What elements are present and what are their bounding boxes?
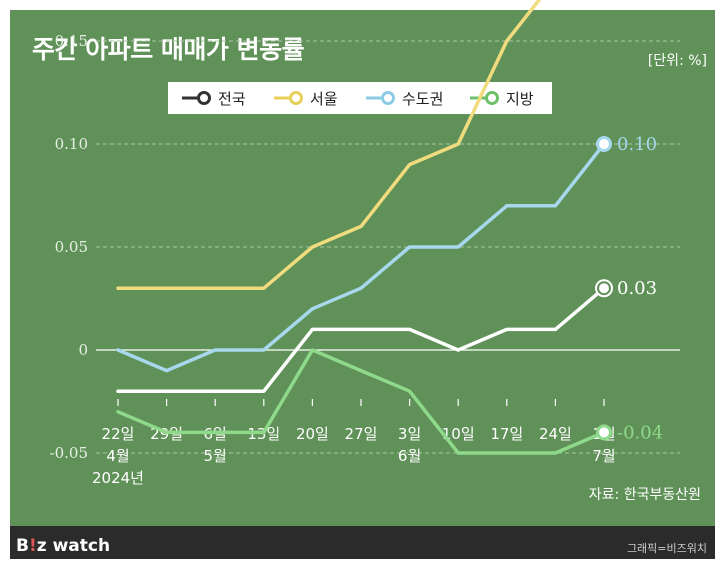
series-line-3: [116, 348, 606, 455]
end-point-marker-2: [596, 136, 612, 152]
x-tick-label: 24일: [539, 425, 572, 443]
legend-item-nation: 전국: [180, 82, 246, 114]
end-value-label-0: 0.03: [617, 278, 657, 299]
legend-item-seoul: 서울: [272, 82, 338, 114]
end-point-marker-0: [596, 280, 612, 297]
x-tick-label: 10일: [442, 425, 475, 443]
end-point-ring: [595, 279, 613, 298]
end-value-label-3: -0.04: [617, 422, 663, 443]
x-tick-label: 17일: [490, 425, 523, 443]
legend-label: 전국: [218, 89, 246, 108]
end-value-label-2: 0.10: [617, 134, 657, 155]
series-line-1: [116, 0, 542, 290]
legend-marker-icon: [274, 91, 303, 105]
legend-label: 지방: [506, 89, 534, 108]
series-line-0: [116, 286, 606, 393]
chart-title: 주간 아파트 매매가 변동률: [32, 35, 305, 64]
x-tick-label: 7월: [592, 447, 615, 465]
x-tick-label: 3일: [398, 425, 421, 443]
legend-label: 서울: [310, 89, 338, 108]
y-tick-label: 0.05: [55, 238, 88, 256]
x-tick-label: 2024년: [92, 469, 144, 487]
x-tick-label: 4월: [106, 447, 129, 465]
legend-item-capital: 수도권: [364, 82, 443, 114]
source-note: 자료: 한국부동산원: [588, 487, 701, 503]
graphic-credit: 그래픽=비즈워치: [626, 542, 707, 555]
brand-logo: B!z watch: [16, 536, 111, 556]
y-tick-label: 0.10: [55, 135, 88, 153]
y-tick-label: 0.15: [55, 32, 88, 50]
legend-marker-icon: [366, 91, 395, 105]
x-tick-label: 6월: [398, 447, 421, 465]
series-line-2: [116, 142, 606, 373]
x-tick-label: 5월: [204, 447, 227, 465]
legend: 전국 서울 수도권 지방: [168, 82, 552, 114]
unit-label: [단위: %]: [647, 53, 707, 69]
x-tick-label: 20일: [296, 425, 329, 443]
x-tick-label: 22일: [102, 425, 135, 443]
legend-marker-icon: [182, 91, 211, 105]
y-tick-label: -0.05: [50, 444, 88, 462]
y-tick-label: 0: [78, 341, 88, 359]
end-point-marker-3: [596, 424, 612, 441]
legend-item-local: 지방: [468, 82, 534, 114]
x-tick-label: 27일: [345, 425, 378, 443]
legend-label: 수도권: [402, 89, 444, 108]
